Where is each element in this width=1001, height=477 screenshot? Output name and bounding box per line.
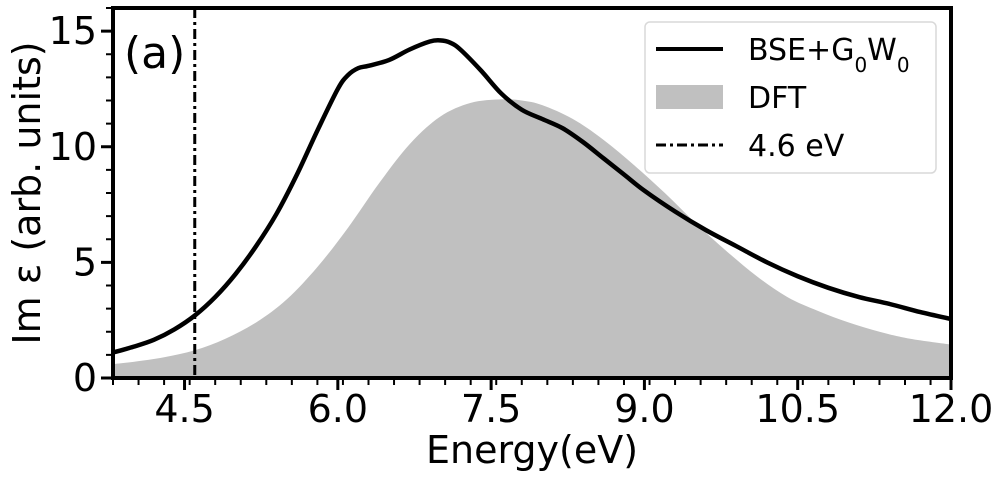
x-tick-label: 12.0 [909,387,994,431]
legend-swatch-dft [656,85,723,109]
legend-label-bse: BSE+G0W0 [748,33,910,77]
x-tick-label: 4.5 [154,387,214,431]
y-tick-label: 5 [73,240,97,284]
series-line-bse-g0w0 [113,37,951,355]
y-tick-label: 15 [49,9,97,53]
y-tick-label: 0 [73,356,97,400]
legend-label-dft: DFT [748,81,807,116]
legend: BSE+G0W0 DFT 4.6 eV [644,21,937,174]
y-tick-label: 10 [49,125,97,169]
series-area-dft [113,99,951,378]
axis-ticks: 4.5 6.0 7.5 9.0 10.5 12.0 0 5 10 15 [49,7,994,431]
plot-area [113,8,951,378]
x-tick-label: 10.5 [755,387,840,431]
x-axis-title: Energy(eV) [426,428,638,472]
x-tick-label: 6.0 [308,387,368,431]
legend-label-vline: 4.6 eV [748,129,845,164]
y-axis-title: Im ε (arb. units) [5,41,49,344]
x-tick-label: 9.0 [614,387,674,431]
legend-box [644,21,937,174]
panel-label: (a) [124,28,185,79]
x-tick-label: 7.5 [461,387,521,431]
